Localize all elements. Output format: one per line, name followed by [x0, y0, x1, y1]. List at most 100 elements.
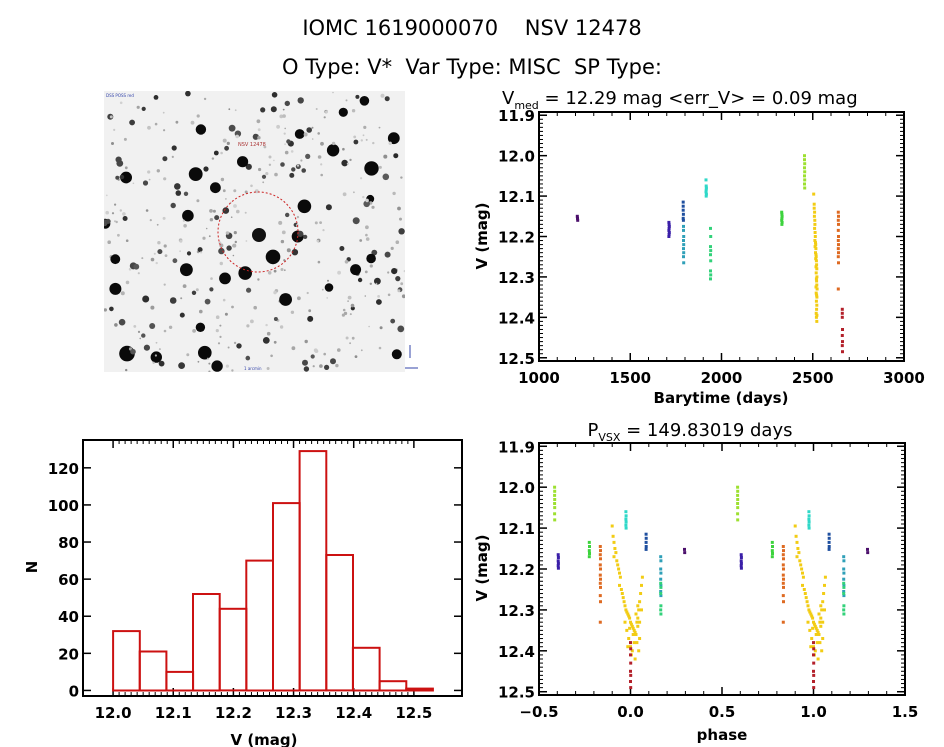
star	[225, 364, 229, 368]
star	[326, 297, 328, 299]
star	[227, 346, 230, 349]
lightcurve-point	[682, 247, 685, 251]
lightcurve-point	[704, 192, 708, 196]
lightcurve-point	[836, 218, 840, 222]
star	[304, 339, 308, 344]
histogram-bar	[138, 650, 168, 692]
phased-point	[628, 616, 632, 620]
star	[263, 145, 267, 149]
star	[310, 354, 315, 359]
star	[218, 247, 225, 255]
phased-point	[739, 566, 743, 570]
phased-point	[632, 628, 636, 632]
star	[349, 313, 352, 316]
x-tick-label: 0.0	[617, 703, 644, 721]
histogram-bar	[272, 502, 301, 692]
star	[253, 305, 257, 310]
phased-point	[807, 517, 811, 521]
star	[219, 324, 222, 327]
phased-title: PVSX = 149.83019 days	[588, 420, 793, 444]
star	[122, 216, 128, 221]
phased-plot: PVSX = 149.83019 days −0.5 0.0 0.5 1.0 1.5 11…	[473, 420, 918, 744]
phased-point	[556, 561, 560, 565]
star	[306, 291, 309, 295]
lightcurve-point	[682, 235, 686, 238]
phased-point	[782, 600, 785, 604]
lightcurve-point	[709, 235, 713, 238]
lightcurve-point	[815, 263, 819, 267]
star	[105, 210, 109, 215]
star	[120, 171, 132, 184]
star	[143, 344, 150, 351]
phased-point	[598, 553, 602, 557]
phased-point	[636, 616, 640, 620]
lightcurve-point	[803, 162, 807, 166]
star	[351, 109, 356, 113]
phased-point	[626, 645, 630, 649]
star	[211, 360, 223, 372]
phased-point	[618, 583, 621, 587]
star	[325, 110, 328, 114]
y-tick-label: 12.1	[498, 520, 535, 538]
star	[281, 230, 286, 235]
phased-point	[812, 645, 815, 649]
star	[291, 249, 299, 256]
lightcurve-point	[840, 311, 844, 315]
lightcurve-point	[837, 261, 840, 265]
lightcurve-xlabel: Barytime (days)	[654, 389, 789, 407]
star	[261, 174, 267, 179]
star	[357, 277, 363, 283]
phased-point	[842, 581, 846, 585]
x-tick-label: 1.5	[892, 703, 919, 721]
star	[280, 162, 285, 167]
star	[205, 227, 208, 230]
star	[212, 209, 216, 213]
phased-point	[807, 514, 811, 518]
star	[168, 325, 173, 329]
star	[213, 150, 219, 156]
phased-point	[807, 608, 811, 612]
star	[157, 249, 163, 255]
star	[359, 239, 363, 242]
star	[377, 295, 380, 298]
star	[128, 267, 132, 271]
star	[320, 141, 324, 146]
star	[297, 199, 312, 214]
phased-point	[624, 510, 628, 514]
star	[349, 342, 351, 345]
star	[302, 359, 308, 366]
star	[352, 217, 360, 225]
star	[105, 194, 108, 197]
star	[191, 290, 197, 295]
star	[179, 239, 183, 243]
phased-point	[640, 575, 644, 579]
star	[232, 243, 237, 248]
phased-point	[659, 559, 663, 563]
lightcurve-point	[704, 186, 708, 190]
star	[145, 209, 149, 212]
star	[228, 108, 231, 111]
phased-point	[781, 620, 785, 624]
star	[364, 161, 379, 176]
lightcurve-point	[682, 255, 685, 259]
phased-point	[817, 633, 821, 636]
star	[278, 220, 283, 225]
x-tick-label: 2000	[701, 369, 743, 387]
lightcurve-point	[814, 277, 818, 281]
star	[314, 221, 318, 225]
phased-point	[640, 608, 643, 612]
star	[342, 192, 347, 197]
star	[364, 270, 368, 274]
lightcurve-point	[803, 186, 807, 190]
star	[109, 282, 122, 295]
star	[170, 202, 176, 209]
lightcurve-point	[704, 190, 708, 194]
phased-point	[629, 680, 632, 683]
phased-point	[631, 633, 635, 636]
star	[379, 326, 383, 330]
phased-point	[638, 637, 642, 640]
plot-frame	[538, 442, 906, 696]
star	[342, 308, 346, 312]
star	[175, 120, 179, 124]
star	[369, 264, 373, 268]
